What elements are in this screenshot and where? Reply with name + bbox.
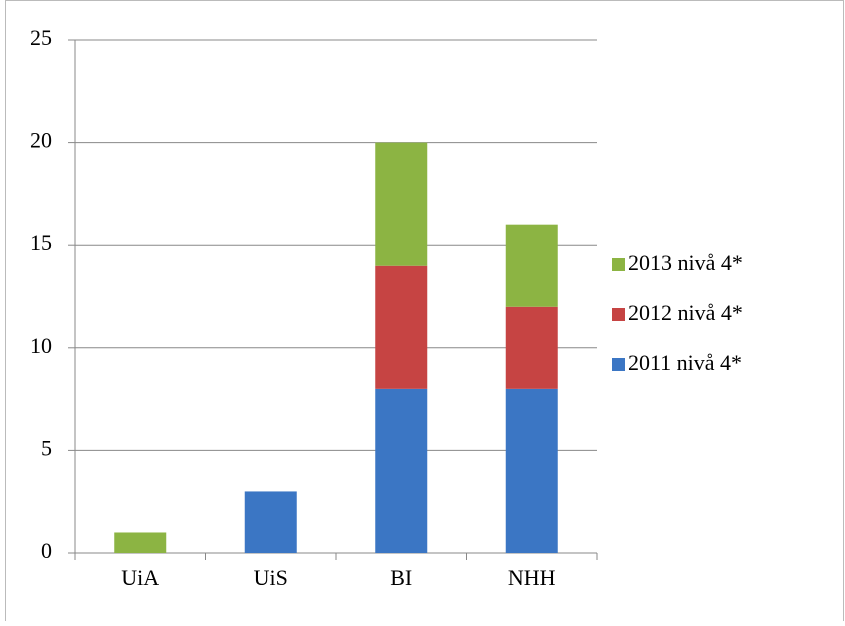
x-tick-label: BI	[390, 565, 412, 590]
bar-segment	[114, 532, 167, 553]
y-tick-label: 15	[30, 230, 52, 255]
bar-segment	[505, 306, 558, 389]
chart-border	[5, 0, 844, 626]
legend-label: 2013 nivå 4*	[628, 250, 743, 275]
bar-segment	[505, 224, 558, 307]
legend-swatch	[612, 308, 625, 321]
y-tick-label: 25	[30, 25, 52, 50]
x-tick-label: NHH	[508, 565, 556, 590]
bar-segment	[375, 142, 428, 266]
bar-segment	[244, 491, 297, 553]
y-tick-label: 20	[30, 128, 52, 153]
bar-segment	[505, 388, 558, 553]
x-tick-label: UiS	[254, 565, 288, 590]
legend-swatch	[612, 258, 625, 271]
legend-label: 2011 nivå 4*	[628, 350, 742, 375]
bar-segment	[375, 388, 428, 553]
legend-swatch	[612, 358, 625, 371]
y-tick-label: 10	[30, 333, 52, 358]
y-tick-label: 5	[41, 435, 52, 460]
legend-label: 2012 nivå 4*	[628, 300, 743, 325]
bar-segment	[375, 265, 428, 389]
y-tick-label: 0	[41, 538, 52, 563]
x-tick-label: UiA	[121, 565, 159, 590]
